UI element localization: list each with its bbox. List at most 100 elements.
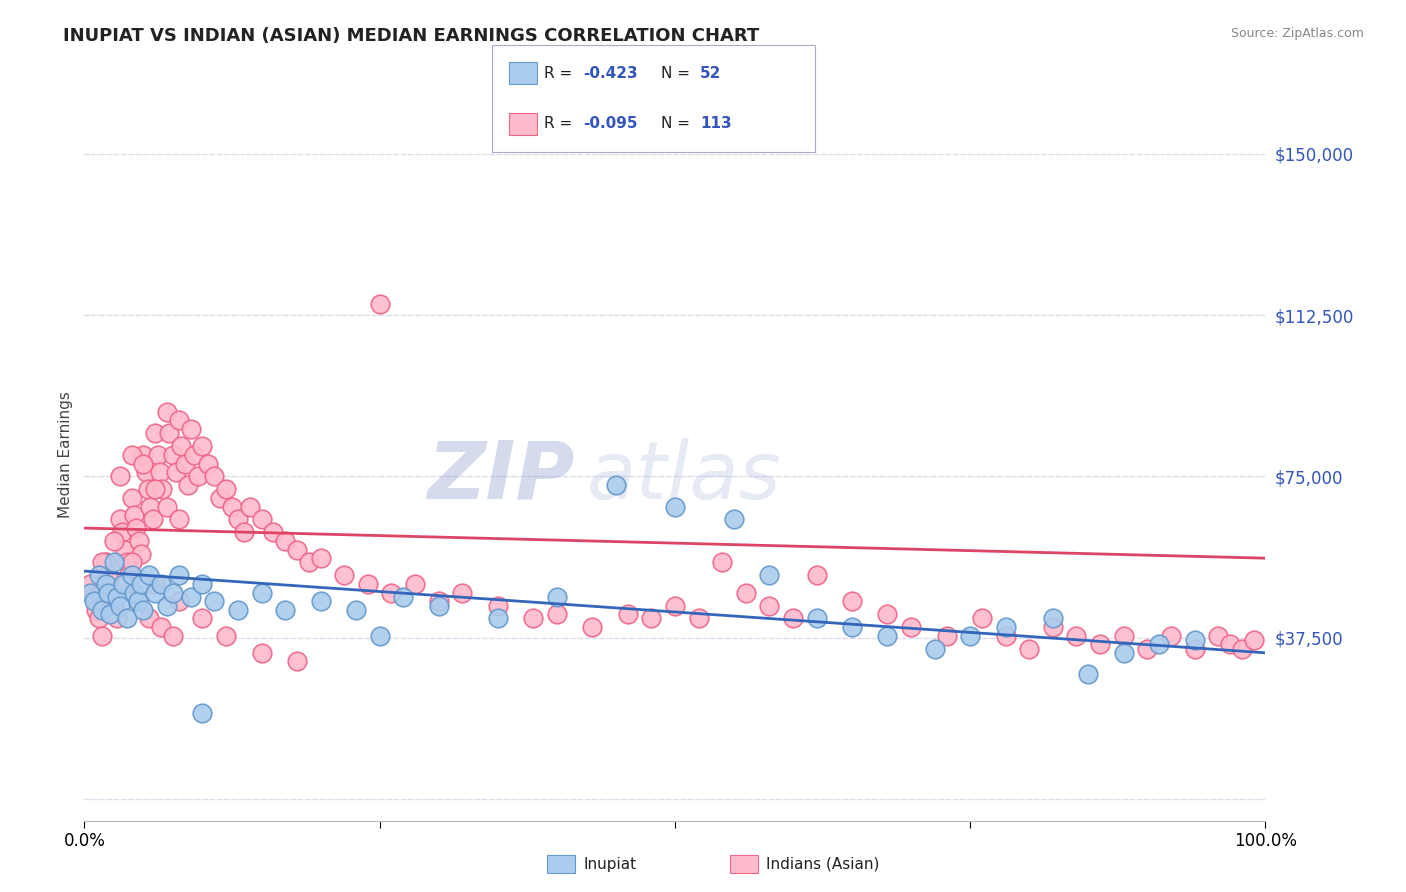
Point	[143, 577, 166, 591]
Point	[129, 547, 152, 561]
Point	[250, 646, 273, 660]
Point	[202, 469, 225, 483]
Point	[139, 500, 162, 514]
Point	[197, 457, 219, 471]
Point	[87, 568, 110, 582]
Point	[298, 556, 321, 570]
Point	[107, 611, 129, 625]
Point	[187, 469, 209, 483]
Point	[215, 483, 238, 497]
Point	[427, 599, 450, 613]
Point	[98, 607, 121, 621]
Point	[232, 525, 254, 540]
Text: 113: 113	[700, 117, 731, 131]
Point	[167, 512, 190, 526]
Point	[128, 533, 150, 548]
Point	[935, 629, 957, 643]
Point	[191, 577, 214, 591]
Point	[143, 483, 166, 497]
Text: 52: 52	[700, 66, 721, 80]
Point	[83, 590, 105, 604]
Point	[142, 512, 165, 526]
Point	[1066, 629, 1088, 643]
Point	[782, 611, 804, 625]
Point	[970, 611, 993, 625]
Point	[87, 611, 110, 625]
Point	[167, 413, 190, 427]
Point	[150, 620, 173, 634]
Point	[1042, 620, 1064, 634]
Point	[108, 512, 131, 526]
Point	[97, 568, 120, 582]
Point	[125, 521, 148, 535]
Point	[162, 585, 184, 599]
Point	[226, 512, 249, 526]
Point	[149, 465, 172, 479]
Point	[274, 603, 297, 617]
Point	[368, 629, 391, 643]
Point	[274, 533, 297, 548]
Point	[122, 585, 145, 599]
Point	[136, 483, 159, 497]
Point	[170, 439, 193, 453]
Point	[876, 607, 898, 621]
Point	[167, 594, 190, 608]
Point	[427, 594, 450, 608]
Point	[486, 611, 509, 625]
Point	[1184, 641, 1206, 656]
Point	[83, 594, 105, 608]
Point	[1112, 646, 1135, 660]
Point	[108, 469, 131, 483]
Point	[150, 577, 173, 591]
Point	[688, 611, 710, 625]
Point	[392, 590, 415, 604]
Point	[146, 448, 169, 462]
Point	[191, 706, 214, 720]
Point	[1136, 641, 1159, 656]
Point	[156, 599, 179, 613]
Point	[94, 577, 117, 591]
Point	[183, 448, 205, 462]
Point	[84, 603, 107, 617]
Point	[127, 594, 149, 608]
Point	[167, 568, 190, 582]
Point	[143, 585, 166, 599]
Text: R =: R =	[544, 66, 578, 80]
Point	[121, 556, 143, 570]
Point	[107, 590, 129, 604]
Point	[173, 457, 195, 471]
Point	[664, 599, 686, 613]
Point	[711, 556, 734, 570]
Point	[202, 594, 225, 608]
Point	[806, 611, 828, 625]
Point	[250, 512, 273, 526]
Point	[91, 629, 114, 643]
Point	[162, 629, 184, 643]
Point	[368, 297, 391, 311]
Point	[103, 556, 125, 570]
Point	[309, 594, 332, 608]
Text: -0.423: -0.423	[583, 66, 638, 80]
Point	[138, 568, 160, 582]
Point	[285, 655, 308, 669]
Point	[924, 641, 946, 656]
Point	[1112, 629, 1135, 643]
Point	[94, 556, 117, 570]
Point	[380, 585, 402, 599]
Point	[841, 594, 863, 608]
Text: INUPIAT VS INDIAN (ASIAN) MEDIAN EARNINGS CORRELATION CHART: INUPIAT VS INDIAN (ASIAN) MEDIAN EARNING…	[63, 27, 759, 45]
Point	[994, 620, 1017, 634]
Text: N =: N =	[661, 66, 695, 80]
Point	[1219, 637, 1241, 651]
Point	[1243, 632, 1265, 647]
Text: Source: ZipAtlas.com: Source: ZipAtlas.com	[1230, 27, 1364, 40]
Point	[1018, 641, 1040, 656]
Point	[209, 491, 232, 505]
Point	[876, 629, 898, 643]
Text: Inupiat: Inupiat	[583, 857, 637, 871]
Text: -0.095: -0.095	[583, 117, 638, 131]
Point	[115, 556, 138, 570]
Point	[132, 457, 155, 471]
Point	[226, 603, 249, 617]
Text: ZIP: ZIP	[427, 438, 575, 516]
